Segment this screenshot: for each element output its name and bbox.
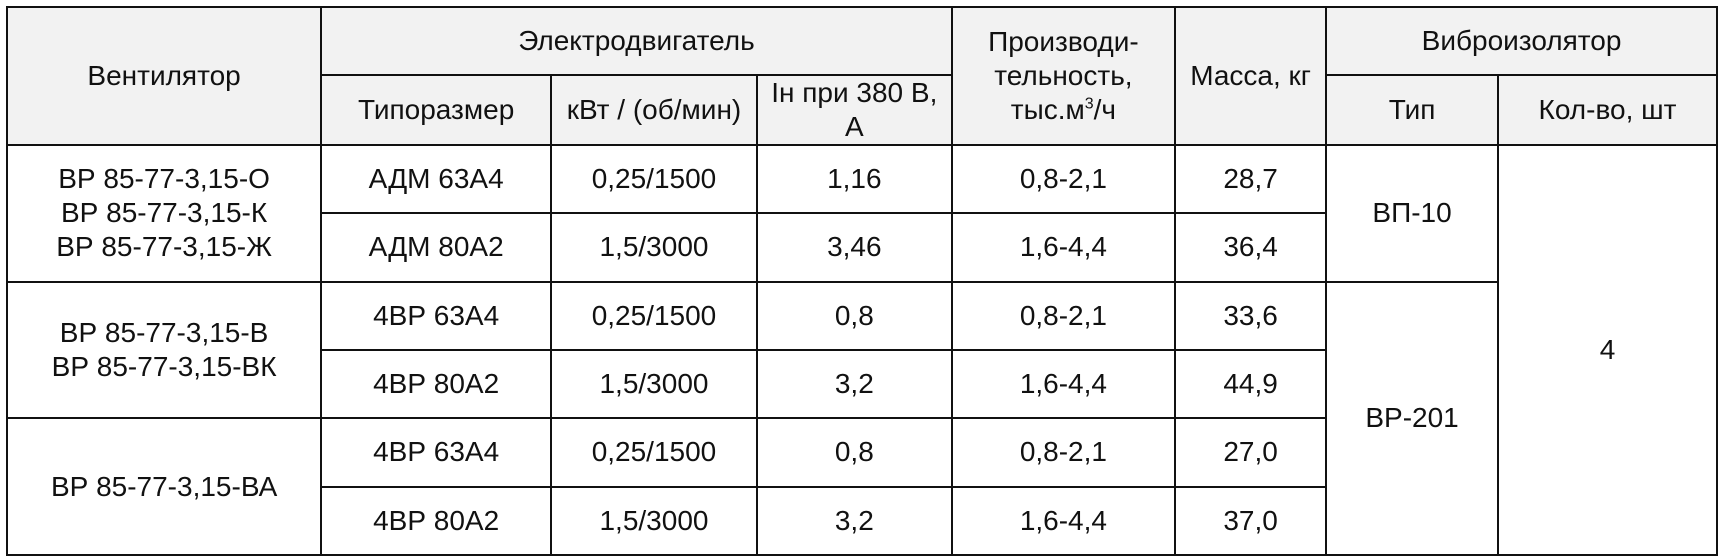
motor-size-cell: 4ВР 80А2 <box>320 485 553 557</box>
header-fan: Вентилятор <box>5 6 323 146</box>
fan-model: ВР 85-77-3,15-О <box>58 163 270 195</box>
motor-power-cell: 1,5/3000 <box>550 485 758 557</box>
motor-power-cell: 1,5/3000 <box>550 348 758 420</box>
fan-model: ВР 85-77-3,15-ВК <box>51 350 277 382</box>
table-row: ВР 85-77-3,15-О ВР 85-77-3,15-К ВР 85-77… <box>5 143 1719 556</box>
fan-model: ВР 85-77-3,15-К <box>60 197 268 229</box>
mass-cell: 27,0 <box>1174 417 1328 488</box>
header-motor-power: кВт / (об/мин) <box>550 74 758 146</box>
header-motor-size: Типоразмер <box>320 74 553 146</box>
motor-size-cell: 4ВР 63А4 <box>320 280 553 351</box>
header-capacity-sup: 3 <box>1084 95 1094 113</box>
header-isolator: Виброизолятор <box>1325 6 1718 76</box>
capacity-cell: 0,8-2,1 <box>950 143 1177 215</box>
fan-model: ВР 85-77-3,15-ВА <box>50 470 278 502</box>
motor-current-cell: 0,8 <box>755 417 953 488</box>
motor-power-cell: 0,25/1500 <box>550 280 758 351</box>
motor-power-cell: 1,5/3000 <box>550 212 758 283</box>
table-row: 4ВР 80А2 1,5/3000 3,2 1,6-4,4 37,0 <box>7 485 1717 557</box>
mass-cell: 37,0 <box>1174 485 1328 557</box>
header-mass: Масса, кг <box>1174 6 1328 146</box>
fan-model: ВР 85-77-3,15-Ж <box>56 231 272 263</box>
mass-cell: 36,4 <box>1174 212 1328 283</box>
mass-cell: 44,9 <box>1174 348 1328 420</box>
fan-spec-table: Вентилятор Электродвигатель Производи- т… <box>5 6 1719 557</box>
fan-group-cell: ВР 85-77-3,15-О ВР 85-77-3,15-К ВР 85-77… <box>5 144 323 283</box>
isolator-qty-cell: 4 <box>1496 144 1719 556</box>
capacity-cell: 1,6-4,4 <box>950 485 1177 557</box>
table-row: ВР 85-77-3,15-ВА 4ВР 63А4 0,25/1500 0,8 … <box>5 417 1717 556</box>
motor-current-cell: 3,2 <box>755 485 953 557</box>
table-row: 4ВР 80А2 1,5/3000 3,2 1,6-4,4 44,9 <box>7 348 1717 420</box>
motor-current-cell: 1,16 <box>755 143 953 215</box>
motor-current-cell: 3,46 <box>755 212 953 283</box>
header-capacity: Производи- тельность, тыс.м3/ч <box>950 6 1177 146</box>
isolator-type-cell: ВП-10 <box>1325 144 1499 283</box>
header-motor-current: Iн при 380 В, А <box>755 74 953 146</box>
isolator-type-cell: ВР-201 <box>1325 280 1499 557</box>
fan-group-cell: ВР 85-77-3,15-ВА <box>5 417 323 556</box>
motor-size-cell: АДМ 80А2 <box>320 212 553 283</box>
motor-size-cell: АДМ 63А4 <box>320 143 553 215</box>
capacity-cell: 0,8-2,1 <box>950 417 1177 488</box>
motor-current-cell: 3,2 <box>755 348 953 420</box>
header-motor: Электродвигатель <box>320 6 953 76</box>
motor-power-cell: 0,25/1500 <box>550 417 758 488</box>
header-capacity-line2: тельность, <box>994 60 1133 91</box>
fan-model: ВР 85-77-3,15-В <box>59 316 269 348</box>
header-capacity-unit: тыс.м <box>1010 94 1085 125</box>
header-isolator-qty: Кол-во, шт <box>1496 74 1719 146</box>
mass-cell: 28,7 <box>1174 143 1328 215</box>
motor-power-cell: 0,25/1500 <box>550 143 758 215</box>
header-isolator-type: Тип <box>1325 74 1499 146</box>
capacity-cell: 1,6-4,4 <box>950 348 1177 420</box>
capacity-cell: 1,6-4,4 <box>950 212 1177 283</box>
motor-size-cell: 4ВР 80А2 <box>320 348 553 420</box>
mass-cell: 33,6 <box>1174 280 1328 351</box>
table-row: АДМ 80А2 1,5/3000 3,46 1,6-4,4 36,4 <box>7 212 1717 283</box>
capacity-cell: 0,8-2,1 <box>950 280 1177 351</box>
table-row: ВР 85-77-3,15-В ВР 85-77-3,15-ВК 4ВР 63А… <box>5 280 1717 557</box>
motor-current-cell: 0,8 <box>755 280 953 351</box>
header-capacity-line1: Производи- <box>988 26 1139 57</box>
fan-group-cell: ВР 85-77-3,15-В ВР 85-77-3,15-ВК <box>5 280 323 420</box>
motor-size-cell: 4ВР 63А4 <box>320 417 553 488</box>
header-capacity-unit-tail: /ч <box>1093 94 1117 125</box>
